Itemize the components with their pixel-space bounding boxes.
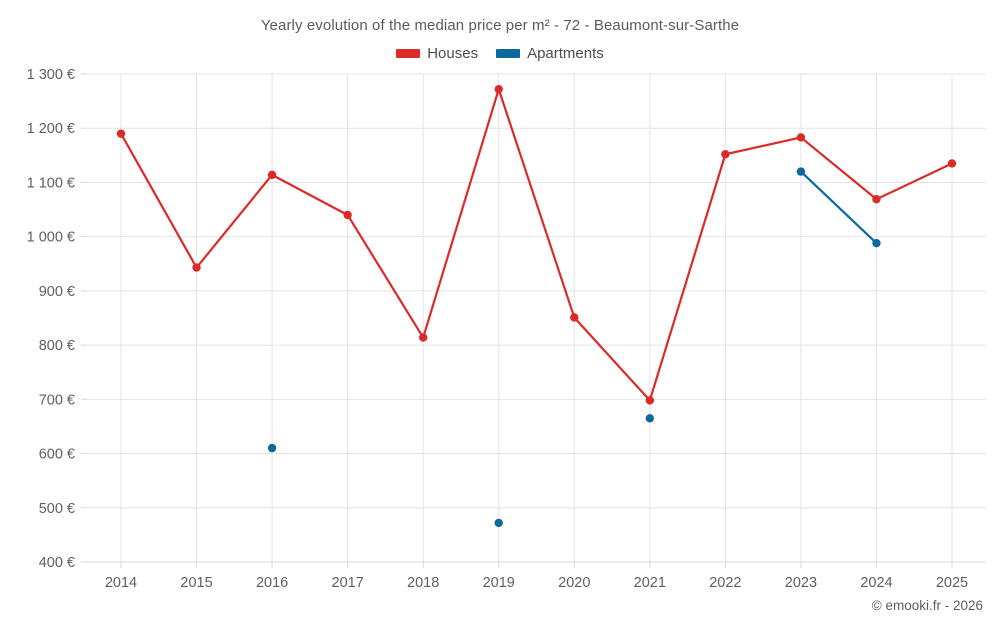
data-point-marker[interactable] <box>267 443 277 453</box>
legend-swatch-houses <box>396 49 421 58</box>
x-tick-label: 2022 <box>709 575 741 591</box>
data-point-marker[interactable] <box>494 518 503 528</box>
legend-item-houses[interactable]: Houses <box>396 45 478 62</box>
data-point-marker[interactable] <box>645 396 655 405</box>
x-tick-label: 2014 <box>105 575 137 591</box>
y-tick-label: 1 200 € <box>27 121 75 137</box>
x-tick-label: 2023 <box>785 575 817 591</box>
x-tick-label: 2015 <box>180 575 212 591</box>
data-point-marker[interactable] <box>796 133 806 142</box>
legend-item-apartments[interactable]: Apartments <box>496 45 604 62</box>
y-tick-label: 400 € <box>39 555 75 571</box>
data-point-marker[interactable] <box>872 195 881 204</box>
y-tick-label: 700 € <box>39 392 75 408</box>
x-tick-label: 2018 <box>407 575 439 591</box>
x-tick-label: 2017 <box>332 575 364 591</box>
data-point-marker[interactable] <box>343 210 352 220</box>
y-tick-label: 1 300 € <box>27 67 75 83</box>
data-point-marker[interactable] <box>192 263 201 272</box>
data-point-marker[interactable] <box>116 129 126 138</box>
y-tick-label: 500 € <box>39 501 75 517</box>
data-point-marker[interactable] <box>947 159 957 168</box>
data-point-marker[interactable] <box>796 167 806 176</box>
x-tick-label: 2016 <box>256 575 288 591</box>
series-line <box>799 170 878 245</box>
data-point-marker[interactable] <box>721 150 730 159</box>
data-point-marker[interactable] <box>267 170 277 180</box>
y-tick-label: 900 € <box>39 284 75 300</box>
data-point-marker[interactable] <box>872 238 881 248</box>
y-tick-label: 600 € <box>39 447 75 463</box>
chart-legend: Houses Apartments <box>0 45 1000 62</box>
series-line <box>119 88 954 402</box>
x-tick-label: 2020 <box>558 575 590 591</box>
data-point-marker[interactable] <box>570 313 579 322</box>
x-tick-label: 2019 <box>483 575 515 591</box>
data-point-marker[interactable] <box>645 414 655 423</box>
x-tick-label: 2021 <box>634 575 666 591</box>
data-point-marker[interactable] <box>494 84 503 94</box>
y-tick-label: 1 000 € <box>27 230 75 246</box>
data-point-marker[interactable] <box>418 333 428 342</box>
legend-label-houses: Houses <box>427 45 479 62</box>
legend-swatch-apartments <box>496 49 521 58</box>
y-tick-label: 800 € <box>39 338 75 354</box>
x-tick-label: 2024 <box>860 575 892 591</box>
copyright-credit: © emooki.fr - 2026 <box>871 598 983 613</box>
legend-label-apartments: Apartments <box>527 45 604 62</box>
x-tick-label: 2025 <box>936 575 968 591</box>
y-tick-label: 1 100 € <box>27 175 75 191</box>
chart-title: Yearly evolution of the median price per… <box>260 17 740 34</box>
